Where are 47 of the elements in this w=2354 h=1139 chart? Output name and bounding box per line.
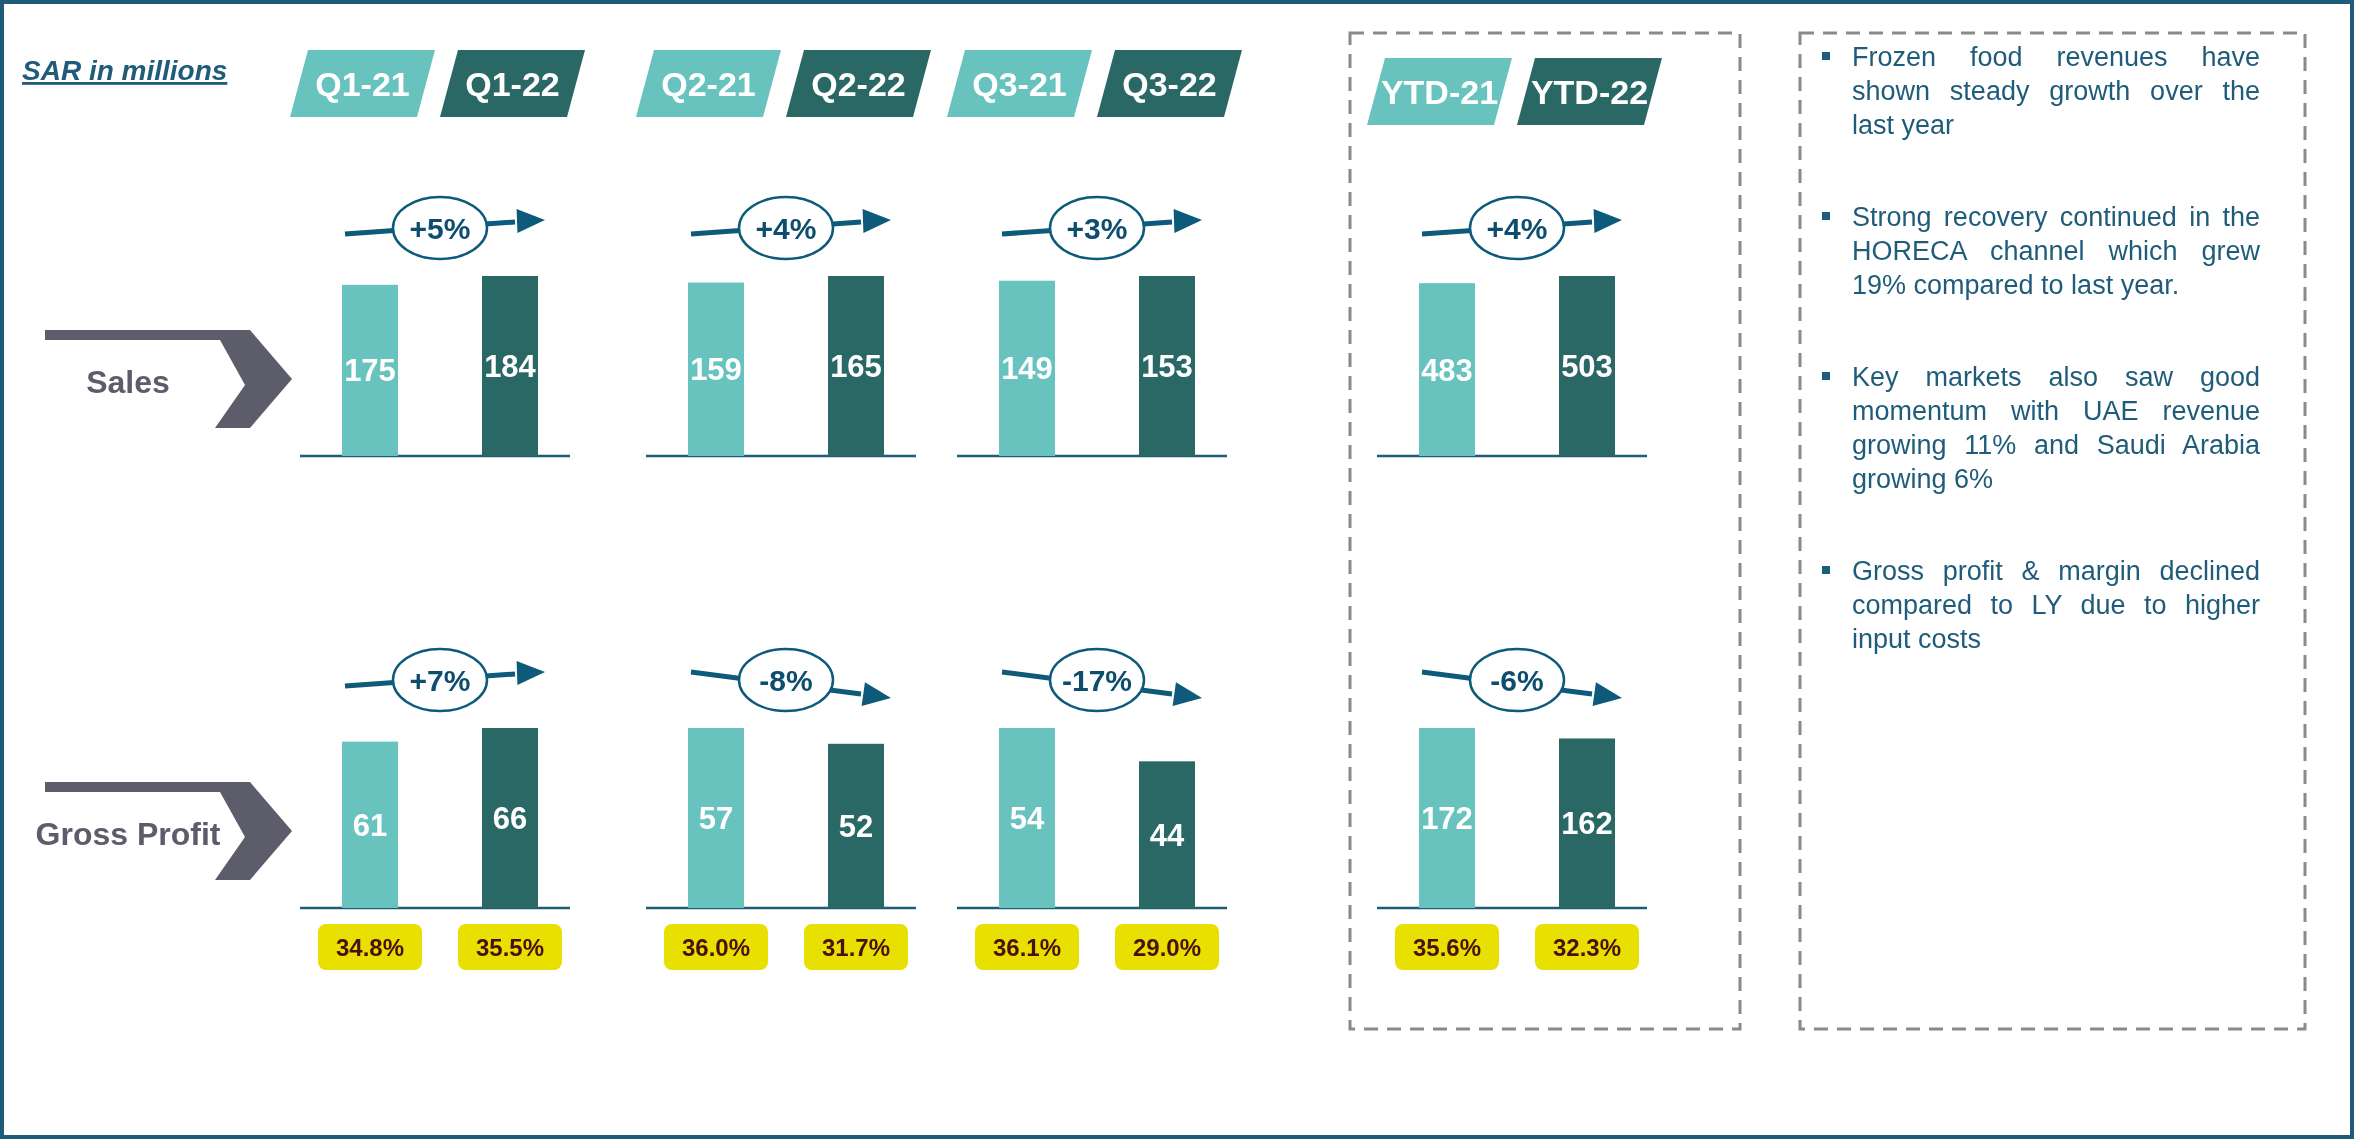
text: 34.8% bbox=[335, 934, 405, 961]
text: +7% bbox=[409, 664, 471, 697]
data-label: 54 bbox=[1009, 801, 1045, 836]
text: 32.3% bbox=[1552, 934, 1622, 961]
y-axis-title: Sales bbox=[86, 364, 170, 400]
y-axis-title: Gross Profit bbox=[35, 816, 221, 852]
text: Key markets also saw good momentum with UAE revenue growing 11% and Saudi Arabia growing 6% bbox=[1852, 362, 2260, 494]
x-tick-label: Q3-21 bbox=[972, 64, 1067, 103]
text: 31.7% bbox=[821, 934, 891, 961]
data-label: 184 bbox=[484, 349, 537, 384]
x-tick-label: YTD-21 bbox=[1380, 72, 1499, 111]
x-tick-label: Q2-21 bbox=[661, 64, 756, 103]
text: Strong recovery continued in the HORECA channel which grew 19% compared to last year. bbox=[1852, 202, 2260, 300]
text: -17% bbox=[1061, 664, 1133, 697]
data-label: 483 bbox=[1421, 352, 1473, 388]
data-label: 66 bbox=[492, 801, 528, 836]
text: +5% bbox=[409, 212, 471, 245]
x-tick-label: YTD-22 bbox=[1530, 72, 1649, 111]
text: 36.0% bbox=[681, 934, 751, 961]
data-label: 165 bbox=[830, 349, 882, 384]
data-label: 172 bbox=[1421, 801, 1473, 836]
chart-subtitle: SAR in millions bbox=[22, 55, 228, 86]
text: 35.5% bbox=[475, 934, 545, 961]
data-label: 44 bbox=[1149, 817, 1185, 853]
data-label: 149 bbox=[1001, 351, 1053, 387]
data-label: 162 bbox=[1561, 806, 1613, 842]
text: -8% bbox=[759, 664, 813, 697]
x-tick-label: Q2-22 bbox=[811, 64, 906, 103]
x-tick-label: Q3-22 bbox=[1122, 64, 1217, 103]
x-tick-label: Q1-22 bbox=[465, 64, 560, 103]
text: 35.6% bbox=[1412, 934, 1482, 961]
text: 36.1% bbox=[992, 934, 1062, 961]
text: +3% bbox=[1066, 212, 1128, 245]
data-label: 159 bbox=[690, 352, 742, 388]
data-label: 503 bbox=[1561, 349, 1613, 384]
text: +4% bbox=[755, 212, 817, 245]
data-label: 175 bbox=[344, 353, 396, 389]
data-label: 52 bbox=[838, 808, 874, 844]
text: +4% bbox=[1486, 212, 1548, 245]
data-label: 153 bbox=[1141, 349, 1193, 384]
data-label: 57 bbox=[698, 801, 734, 836]
text: -6% bbox=[1490, 664, 1544, 697]
data-label: 61 bbox=[352, 807, 388, 843]
text: Frozen food revenues have shown steady growth over the last year bbox=[1852, 42, 2260, 140]
text: 29.0% bbox=[1132, 934, 1202, 961]
x-tick-label: Q1-21 bbox=[315, 64, 410, 103]
text: Gross profit & margin declined compared to LY due to higher input costs bbox=[1852, 556, 2260, 654]
